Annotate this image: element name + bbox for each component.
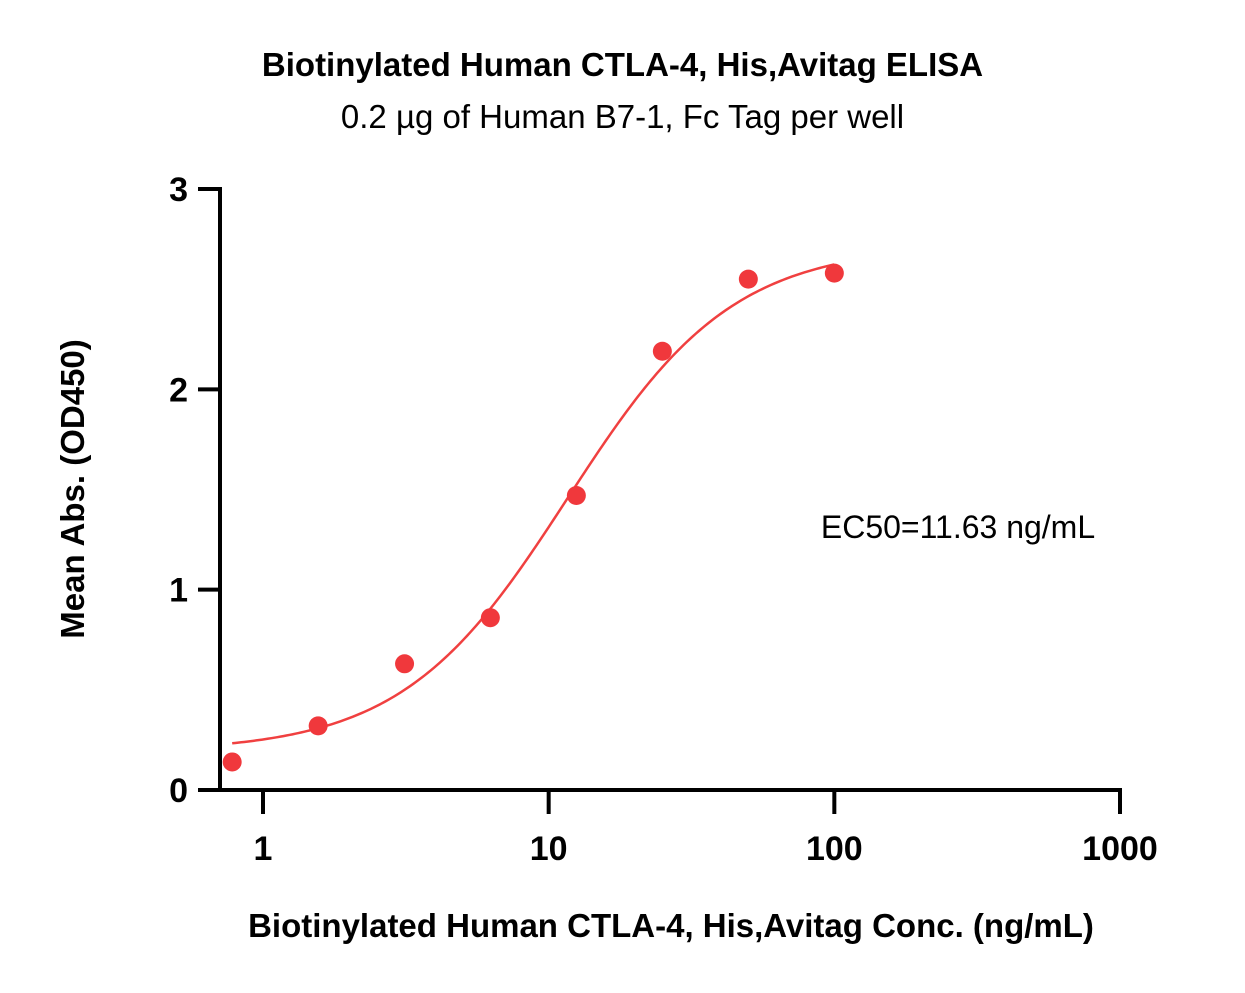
data-point bbox=[480, 608, 500, 628]
x-tick-label: 100 bbox=[806, 830, 863, 868]
data-point bbox=[395, 654, 415, 674]
y-tick-label: 1 bbox=[169, 572, 188, 610]
axes bbox=[218, 187, 1122, 792]
data-point bbox=[566, 486, 586, 506]
x-ticks: 1 10 100 1000 bbox=[254, 790, 1158, 868]
y-axis-label: Mean Abs. (OD450) bbox=[54, 339, 91, 639]
y-tick-label: 3 bbox=[169, 171, 188, 209]
data-point bbox=[824, 263, 844, 283]
chart-subtitle: 0.2 µg of Human B7-1, Fc Tag per well bbox=[340, 98, 905, 135]
data-points bbox=[222, 263, 844, 772]
data-point bbox=[222, 752, 242, 772]
y-tick-label: 2 bbox=[169, 371, 188, 409]
data-point bbox=[738, 269, 758, 289]
chart-title: Biotinylated Human CTLA-4, His,Avitag EL… bbox=[261, 46, 984, 83]
x-axis-label: Biotinylated Human CTLA-4, His,Avitag Co… bbox=[248, 907, 1094, 944]
x-tick-label: 10 bbox=[530, 830, 568, 868]
fit-curve bbox=[232, 263, 835, 745]
data-point bbox=[652, 341, 672, 361]
ec50-annotation: EC50=11.63 ng/mL bbox=[821, 509, 1095, 545]
x-tick-label: 1 bbox=[254, 830, 273, 868]
y-tick-label: 0 bbox=[169, 772, 188, 810]
y-ticks: 0 1 2 3 bbox=[169, 171, 220, 810]
data-point bbox=[308, 716, 328, 736]
x-tick-label: 1000 bbox=[1082, 830, 1158, 868]
